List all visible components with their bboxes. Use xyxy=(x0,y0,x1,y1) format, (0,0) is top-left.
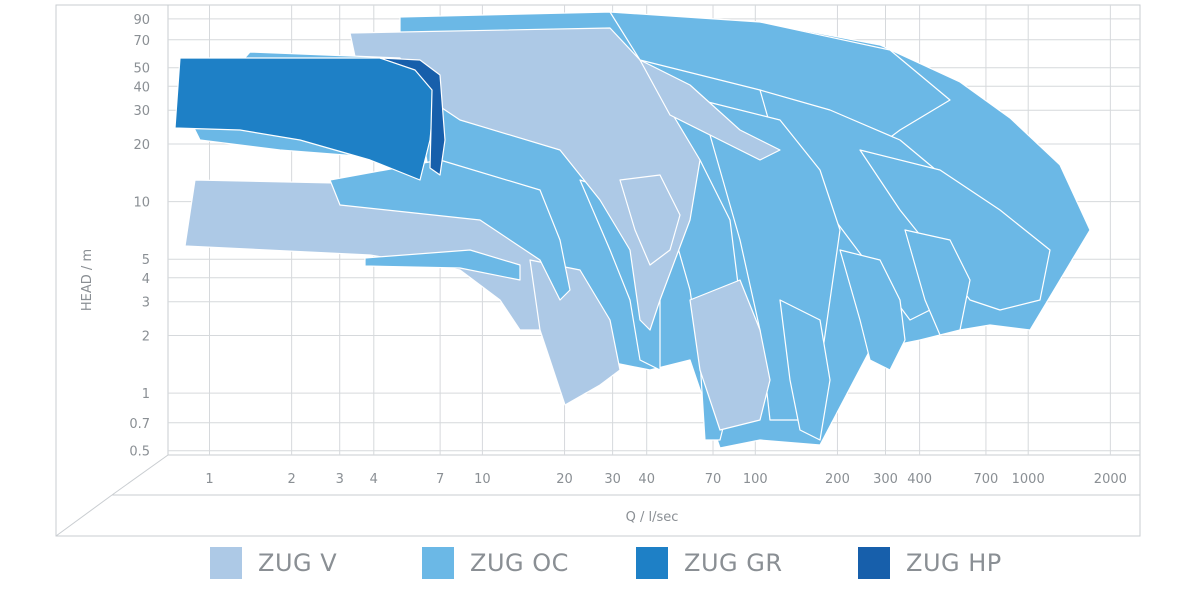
legend-swatch-zug-gr xyxy=(636,547,668,579)
x-tick-200: 200 xyxy=(825,472,850,487)
oc-band-left-low xyxy=(364,249,521,281)
y-tick-70: 70 xyxy=(133,34,150,49)
y-tick-20: 20 xyxy=(133,138,150,153)
x-axis-title: Q / l/sec xyxy=(626,510,679,525)
legend-label-zug-gr: ZUG GR xyxy=(684,549,783,577)
oc-band-left-mid xyxy=(329,159,571,301)
x-tick-100: 100 xyxy=(743,472,768,487)
y-tick-30: 30 xyxy=(133,104,150,119)
legend-item-zug-gr: ZUG GR xyxy=(636,547,783,579)
legend-swatch-zug-oc xyxy=(422,547,454,579)
x-tick-2: 2 xyxy=(288,472,296,487)
hp-band xyxy=(379,57,446,176)
y-tick-4: 4 xyxy=(142,272,150,287)
pump-performance-chart: 1 2 3 4 7 10 20 30 40 70 100 200 300 400 700 1000 2000 90… xyxy=(55,4,1141,537)
x-tick-2000: 2000 xyxy=(1094,472,1127,487)
x-tick-40: 40 xyxy=(638,472,655,487)
floor-edge xyxy=(111,454,169,496)
y-axis-title: HEAD / m xyxy=(80,249,95,311)
oc-band-lower-3 xyxy=(779,299,831,441)
v-band-mid-sliver xyxy=(619,174,681,266)
y-tick-3: 3 xyxy=(142,296,150,311)
legend-label-zug-hp: ZUG HP xyxy=(906,549,1002,577)
y-tick-2: 2 xyxy=(142,329,150,344)
y-tick-90: 90 xyxy=(133,13,150,28)
legend-label-zug-oc: ZUG OC xyxy=(470,549,569,577)
x-tick-4: 4 xyxy=(370,472,378,487)
v-band-top-sliver xyxy=(639,59,781,161)
legend-label-zug-v: ZUG V xyxy=(258,549,338,577)
x-tick-700: 700 xyxy=(974,472,999,487)
x-tick-10: 10 xyxy=(474,472,491,487)
y-tick-0_7: 0.7 xyxy=(129,417,150,432)
v-band-right xyxy=(689,279,771,431)
y-tick-10: 10 xyxy=(133,196,150,211)
perspective-edge xyxy=(55,494,113,537)
y-tick-40: 40 xyxy=(133,80,150,95)
x-tick-300: 300 xyxy=(873,472,898,487)
oc-band-lower-1 xyxy=(839,249,906,371)
x-tick-7: 7 xyxy=(436,472,444,487)
legend-item-zug-hp: ZUG HP xyxy=(858,547,1002,579)
y-tick-5: 5 xyxy=(142,253,150,268)
x-tick-3: 3 xyxy=(336,472,344,487)
v-band-lower-tip xyxy=(529,259,621,406)
legend-swatch-zug-hp xyxy=(858,547,890,579)
y-tick-0_5: 0.5 xyxy=(129,445,150,460)
x-tick-30: 30 xyxy=(604,472,621,487)
oc-band-lower-2 xyxy=(904,229,971,336)
x-tick-70: 70 xyxy=(705,472,722,487)
chart-frame xyxy=(55,4,1141,537)
legend: ZUG V ZUG OC ZUG GR ZUG HP xyxy=(0,538,1200,588)
y-tick-50: 50 xyxy=(133,62,150,77)
y-tick-1: 1 xyxy=(142,387,150,402)
x-tick-1: 1 xyxy=(205,472,213,487)
x-tick-400: 400 xyxy=(907,472,932,487)
axis-ticks: 1 2 3 4 7 10 20 30 40 70 100 200 300 400 700 1000 2000 90… xyxy=(129,13,1127,487)
legend-item-zug-oc: ZUG OC xyxy=(422,547,569,579)
performance-ranges xyxy=(174,11,1091,449)
legend-item-zug-v: ZUG V xyxy=(210,547,338,579)
plot-area-border xyxy=(167,4,1141,456)
gr-band xyxy=(174,57,436,181)
legend-swatch-zug-v xyxy=(210,547,242,579)
x-tick-1000: 1000 xyxy=(1012,472,1045,487)
x-tick-20: 20 xyxy=(556,472,573,487)
